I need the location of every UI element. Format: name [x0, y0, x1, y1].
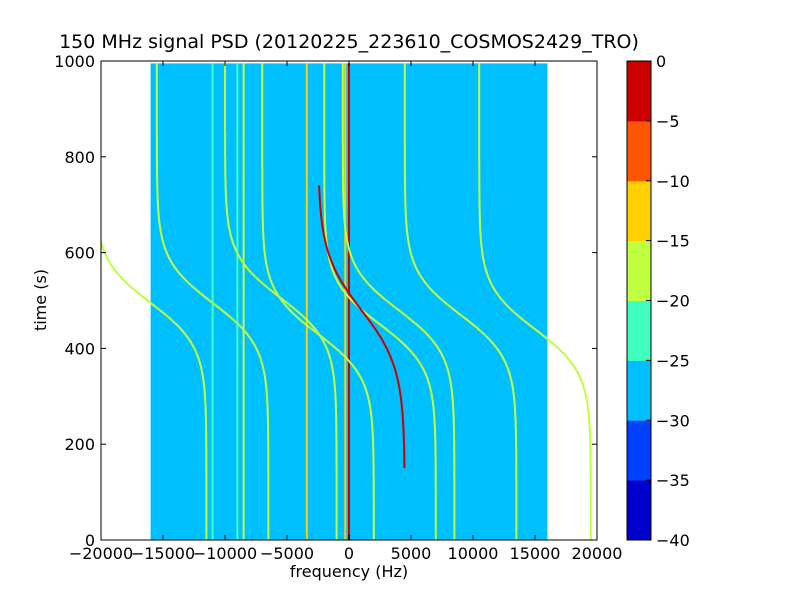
colorbar-tick-label: −40: [656, 531, 690, 550]
colorbar-tick-label: −10: [656, 172, 690, 191]
colorbar-tick-label: −35: [656, 471, 690, 490]
colorbar-segment: [627, 300, 651, 361]
doppler-track-4: [323, 63, 437, 540]
x-tick-label: 15000: [510, 544, 561, 563]
doppler-track-1: [155, 63, 270, 540]
y-tick-label: 600: [64, 244, 95, 263]
chart-title: 150 MHz signal PSD (20120225_223610_COSM…: [59, 31, 639, 53]
y-tick-label: 1000: [54, 52, 95, 71]
colorbar-tick-label: 0: [656, 52, 666, 71]
colorbar-segment: [627, 180, 651, 242]
x-tick-label: −15000: [131, 544, 195, 563]
doppler-track-6: [403, 63, 518, 540]
colorbar-tick-label: −25: [656, 351, 690, 370]
doppler-track-3: [261, 63, 375, 540]
colorbar-segment: [627, 120, 651, 182]
colorbar-segment: [627, 240, 651, 301]
colorbar-tick-label: −15: [656, 232, 690, 251]
colorbar-segment: [627, 480, 651, 541]
y-tick-label: 200: [64, 435, 95, 454]
y-tick-label: 800: [64, 148, 95, 167]
doppler-track-0: [101, 237, 208, 540]
x-tick-label: 5000: [391, 544, 432, 563]
colorbar-segment: [627, 360, 651, 421]
x-tick-label: 10000: [448, 544, 499, 563]
doppler-track-2: [224, 63, 338, 540]
x-tick-label: 0: [344, 544, 354, 563]
x-axis-label: frequency (Hz): [290, 562, 408, 581]
colorbar-tick-label: −30: [656, 411, 690, 430]
colorbar: 0 −5 −10 −15 −20 −25 −30 −35 −40: [626, 52, 690, 550]
y-axis: 0 200 400 600 800 1000: [54, 52, 597, 550]
x-tick-label: −20000: [69, 544, 133, 563]
colorbar-tick-label: −5: [656, 112, 680, 131]
y-axis-label: time (s): [31, 269, 50, 331]
doppler-track-8: [318, 185, 406, 469]
colorbar-tick-label: −20: [656, 292, 690, 311]
x-tick-label: −10000: [193, 544, 257, 563]
x-tick-label: 20000: [572, 544, 623, 563]
doppler-track-5: [341, 63, 456, 540]
colorbar-segment: [627, 420, 651, 481]
colorbar-segment: [627, 61, 651, 122]
y-tick-label: 400: [64, 339, 95, 358]
x-axis: −20000−15000−10000 −5000 0 5000 10000 15000 20…: [69, 61, 623, 563]
heatmap-layer: [101, 63, 592, 540]
doppler-track-7: [478, 63, 592, 540]
y-tick-label: 0: [85, 531, 95, 550]
x-tick-label: −5000: [260, 544, 314, 563]
